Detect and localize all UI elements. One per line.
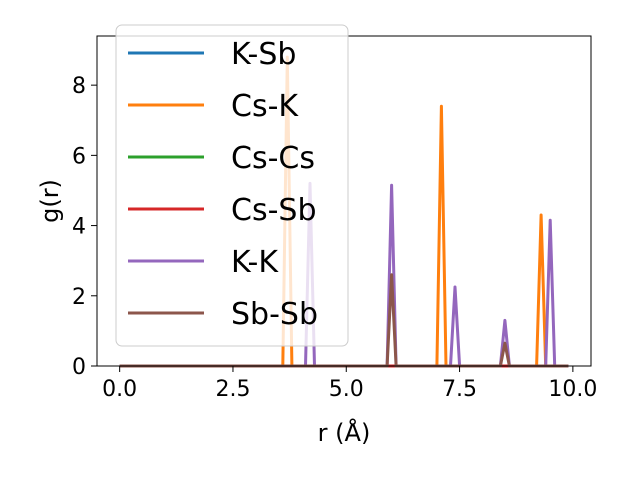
y-tick-label: 0	[72, 355, 86, 380]
x-tick-label: 5.0	[329, 377, 364, 402]
x-axis-title: r (Å)	[318, 418, 371, 447]
y-tick-label: 6	[72, 144, 86, 169]
x-tick-label: 2.5	[215, 377, 250, 402]
x-tick-label: 10.0	[548, 377, 597, 402]
legend-label: Cs-K	[231, 89, 299, 124]
legend-label: Cs-Cs	[231, 141, 315, 176]
x-tick-label: 0.0	[102, 377, 137, 402]
ticks: 0.0 2.5 5.0 7.5 10.0 0 2 4 6 8	[72, 74, 597, 402]
legend: K-Sb Cs-K Cs-Cs Cs-Sb K-K Sb-Sb	[115, 24, 349, 347]
y-tick-label: 4	[72, 215, 86, 240]
x-tick-label: 7.5	[442, 377, 477, 402]
legend-label: K-K	[231, 245, 279, 280]
y-axis-title: g(r)	[36, 179, 64, 223]
y-tick-label: 8	[72, 74, 86, 99]
legend-label: Sb-Sb	[231, 297, 318, 332]
legend-label: Cs-Sb	[231, 193, 317, 228]
legend-label: K-Sb	[231, 37, 296, 72]
y-tick-label: 2	[72, 285, 86, 310]
